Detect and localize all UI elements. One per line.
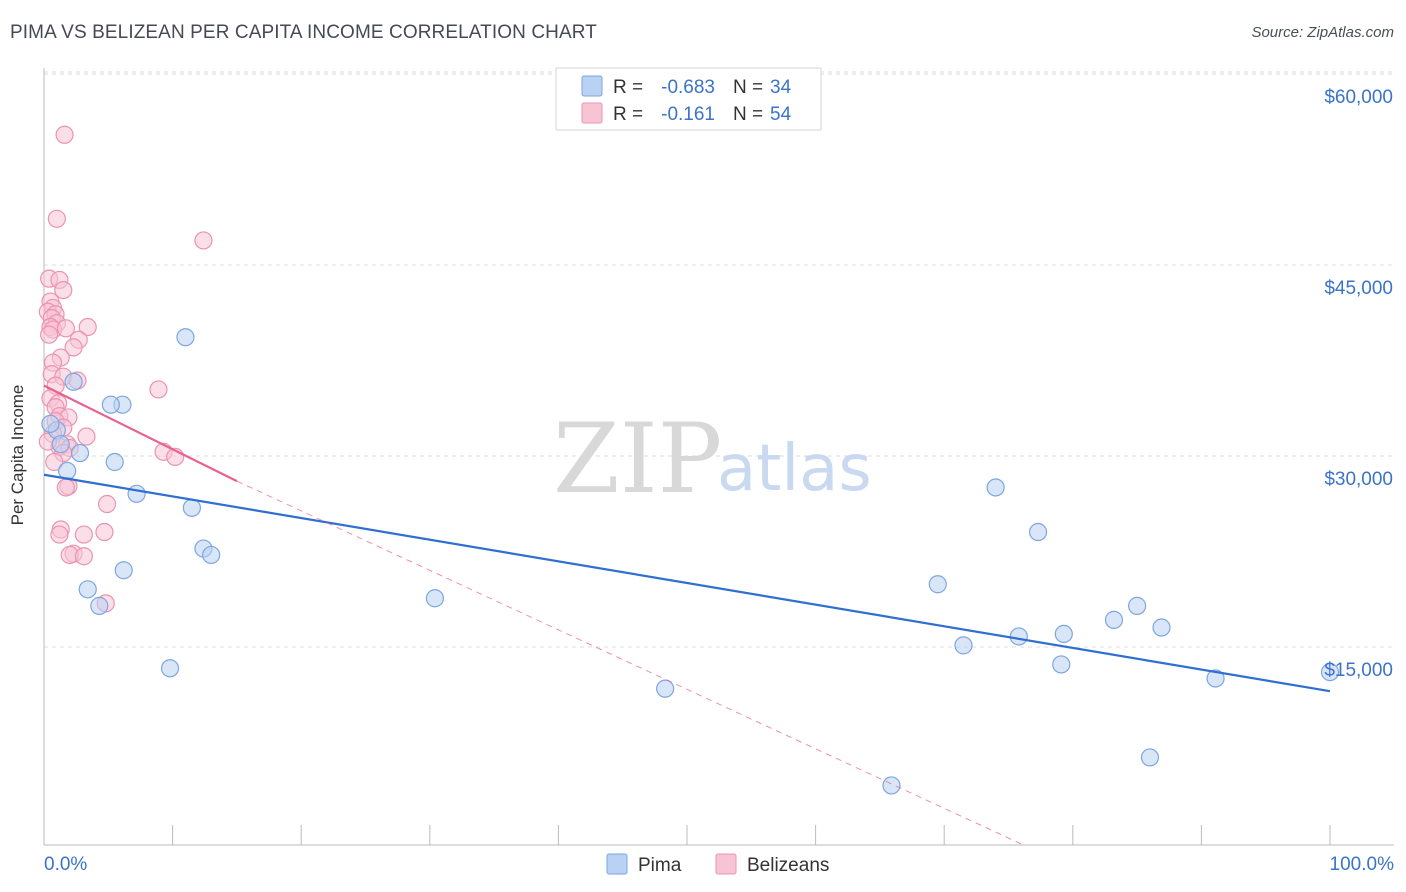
pima-trend-line [43,473,1331,693]
belizeans-trend-line [43,384,238,483]
belizeans-point-43 [56,478,75,497]
pima-point-19 [882,776,901,795]
belizeans-point-48 [95,522,114,542]
pima-point-16 [202,545,221,565]
belizeans-point-44 [97,494,117,514]
pima-point-22 [986,478,1005,497]
stats-legend: R = -0.683 N = 34 R = -0.161 N = 54 [555,67,822,131]
legend-n-label-belizeans: N = [733,104,763,125]
belizeans-point-46 [50,525,69,544]
pima-point-13 [176,328,195,347]
pima-point-12 [160,659,180,678]
chart-title: PIMA VS BELIZEAN PER CAPITA INCOME CORRE… [10,22,597,43]
pima-points [41,328,1340,795]
pima-point-29 [1140,748,1160,767]
belizeans-point-41 [45,452,64,472]
legend-r-label-pima: R = [613,77,643,98]
legend-swatch-pima [581,75,603,97]
bottom-legend-swatch-pima [606,853,628,875]
belizeans-point-14 [56,319,75,338]
belizeans-point-1 [47,209,66,228]
belizeans-trend-extension [236,480,1022,845]
pima-point-9 [105,452,124,472]
pima-point-17 [425,589,445,608]
pima-point-28 [1127,596,1147,615]
pima-point-8 [101,395,120,414]
legend-r-value-belizeans: -0.161 [661,104,715,125]
legend-n-value-belizeans: 54 [770,104,792,125]
pima-point-31 [1206,669,1225,688]
pima-point-25 [1052,655,1071,674]
pima-point-14 [182,498,201,517]
trend-lines [43,384,1331,845]
bottom-legend-label-belizeans: Belizeans [747,855,829,876]
pima-point-27 [1104,610,1124,629]
legend-n-value-pima: 34 [770,77,792,98]
series-legend: Pima Belizeans [606,853,829,876]
pima-point-18 [656,679,675,698]
pima-point-30 [1152,618,1171,637]
watermark-zip: ZIP [553,403,722,515]
bottom-legend-label-pima: Pima [638,855,682,876]
belizeans-point-25 [149,380,168,399]
y-tick-labels: $15,000 $30,000 $45,000 $60,000 [1324,87,1393,681]
pima-point-4 [70,443,90,463]
y-tick-label-30000: $30,000 [1324,469,1393,490]
belizeans-point-34 [77,427,96,446]
pima-point-26 [1054,624,1073,644]
belizeans-point-5 [54,281,73,300]
chart-source: Source: ZipAtlas.com [1251,24,1394,41]
grid-lines [44,71,1394,648]
pima-point-24 [1028,522,1048,542]
y-tick-label-45000: $45,000 [1324,278,1393,299]
pima-point-10 [114,561,133,580]
belizeans-point-51 [74,547,93,566]
pima-point-6 [90,596,109,615]
watermark: ZIP atlas [553,403,872,515]
belizeans-point-15 [78,317,97,337]
legend-swatch-belizeans [581,102,603,124]
legend-r-label-belizeans: R = [613,104,643,125]
pima-point-11 [127,484,146,503]
axes [43,68,1394,846]
pima-point-20 [928,575,947,594]
belizeans-point-18 [64,338,83,357]
pima-point-23 [1009,627,1028,646]
belizeans-point-2 [194,231,213,250]
pima-point-32 [1320,662,1340,682]
y-tick-label-60000: $60,000 [1324,87,1393,108]
x-tick-label-min: 0.0% [44,854,87,875]
legend-r-value-pima: -0.683 [661,77,715,98]
pima-point-5 [78,580,97,599]
belizeans-point-16 [40,325,59,344]
legend-n-label-pima: N = [733,77,763,98]
bottom-legend-swatch-belizeans [715,853,737,875]
belizeans-point-0 [55,125,74,144]
pima-point-3 [64,372,83,391]
pima-point-1 [51,435,70,454]
watermark-atlas: atlas [717,432,872,506]
belizeans-point-47 [74,525,93,544]
belizeans-points [38,125,213,613]
pima-point-33 [41,414,60,433]
pima-point-21 [954,636,973,655]
x-tick-label-max: 100.0% [1330,854,1395,875]
y-tick-label-15000: $15,000 [1324,660,1393,681]
